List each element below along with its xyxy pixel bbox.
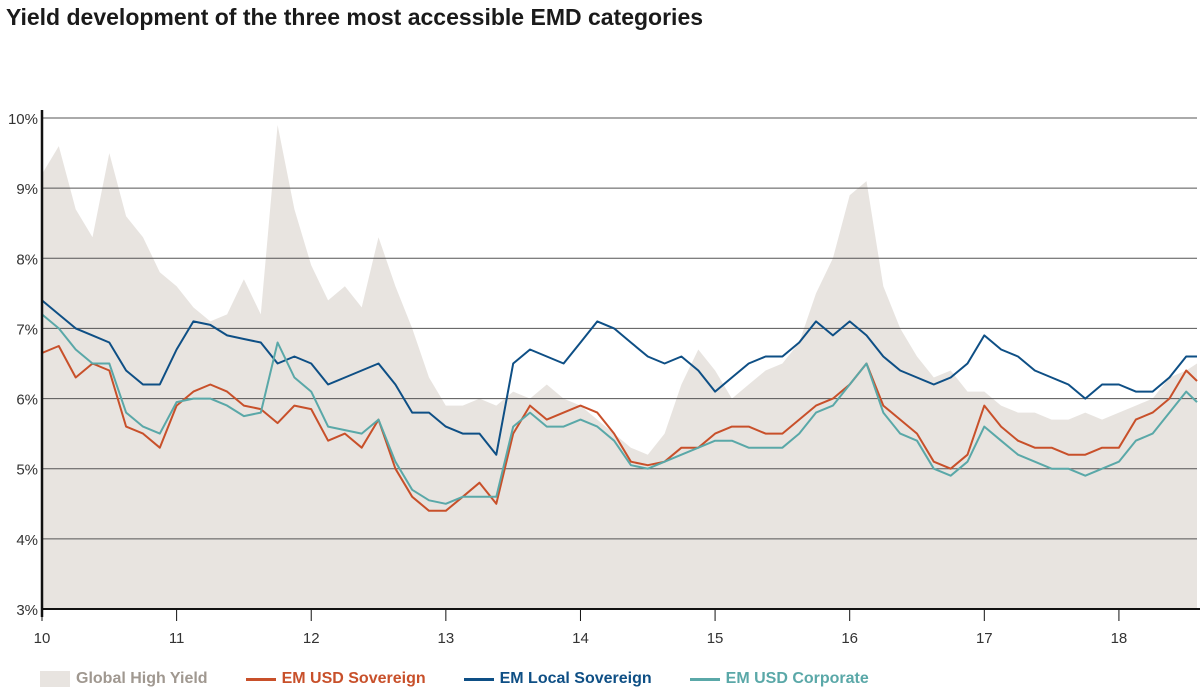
- legend-label: EM Local Sovereign: [499, 670, 652, 687]
- y-tick-label: 8%: [16, 251, 38, 268]
- legend-label: EM USD Corporate: [725, 670, 869, 687]
- legend-swatch: [40, 671, 70, 687]
- area-series-global-high-yield: [42, 125, 1197, 609]
- legend-label: Global High Yield: [76, 670, 208, 687]
- line-series-em-local-sovereign: [41, 299, 1197, 456]
- x-tick-label: 12: [303, 630, 320, 647]
- line-series-em-usd-sovereign: [41, 345, 1198, 512]
- y-tick-label: 5%: [16, 462, 38, 479]
- line-series-em-usd-corporate: [41, 313, 1198, 505]
- legend-item: Global High Yield: [40, 670, 208, 688]
- x-tick-label: 13: [438, 630, 455, 647]
- legend-swatch: [463, 677, 494, 681]
- legend-label: EM USD Sovereign: [281, 670, 426, 687]
- y-tick-label: 6%: [16, 392, 38, 409]
- x-tick-label: 14: [572, 630, 589, 647]
- x-tick-label: 11: [169, 630, 185, 647]
- x-tick-label: 10: [34, 630, 51, 647]
- legend-item: EM Local Sovereign: [463, 670, 652, 688]
- y-tick-label: 4%: [16, 532, 38, 549]
- y-tick-label: 7%: [16, 321, 38, 338]
- legend-item: EM USD Sovereign: [245, 670, 426, 688]
- x-tick-label: 16: [841, 630, 858, 647]
- chart-title: Yield development of the three most acce…: [6, 4, 704, 30]
- x-tick-label: 15: [707, 630, 724, 647]
- legend-swatch: [689, 677, 720, 681]
- y-tick-label: 3%: [16, 602, 38, 619]
- x-tick-label: 17: [976, 630, 993, 647]
- legend-item: EM USD Corporate: [689, 670, 869, 688]
- y-tick-label: 10%: [8, 111, 38, 128]
- y-tick-label: 9%: [16, 181, 38, 198]
- legend-swatch: [245, 677, 276, 681]
- x-tick-label: 18: [1111, 630, 1128, 647]
- legend: Global High Yield EM USD Sovereign EM Loca…: [40, 670, 869, 688]
